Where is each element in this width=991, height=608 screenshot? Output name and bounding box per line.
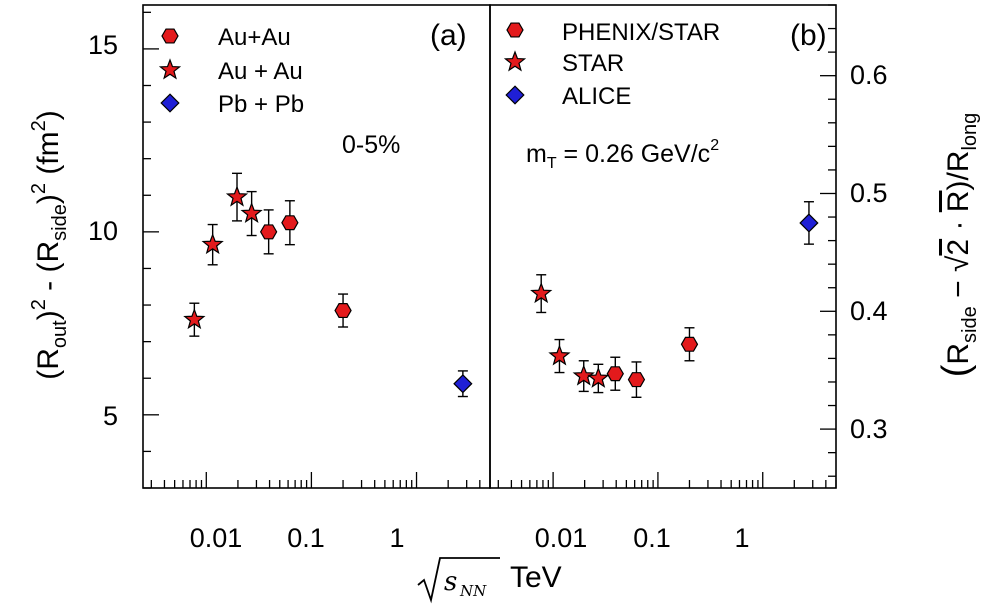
mt-m: m [526, 140, 547, 168]
x-title-s: s [444, 567, 457, 597]
marker-star [183, 307, 206, 330]
panel-b-frame [489, 4, 837, 489]
y-tick-label-5: 5 [103, 401, 118, 431]
panel-b-points [530, 201, 819, 398]
data-point-hexagon [606, 356, 624, 391]
mt-sub: T [547, 155, 557, 172]
y2-tick-label-0.6: 0.6 [850, 60, 888, 90]
marker-hexagon [680, 336, 699, 352]
marker-star [201, 232, 224, 255]
legend-b-label-1: PHENIX/STAR [562, 19, 720, 46]
x-tick-label-a-1: 1 [389, 523, 404, 553]
marker-hexagon [606, 366, 624, 382]
marker-hexagon [281, 215, 299, 231]
x-axis-title: s NN TeV [417, 557, 562, 604]
y2-tick-label-0.5: 0.5 [850, 178, 888, 208]
x-title-nn: NN [459, 582, 487, 600]
mt-sup: 2 [710, 137, 719, 154]
marker-hexagon [627, 372, 646, 388]
legend-marker-hexagon [506, 22, 524, 38]
mt-label: mT = 0.26 GeV/c2 [526, 137, 719, 172]
panel-a-label: (a) [430, 19, 467, 52]
y-tick-label-15: 15 [88, 30, 118, 60]
marker-star [548, 344, 571, 366]
data-point-star [183, 302, 206, 337]
x-tick-label-b-0.1: 0.1 [633, 523, 671, 553]
panel-b-label: (b) [790, 19, 827, 52]
data-point-diamond [453, 370, 473, 398]
x-tick-label-b-0.01: 0.01 [535, 523, 588, 553]
legend-a-label-1: Au+Au [218, 24, 291, 51]
data-point-hexagon [259, 209, 278, 255]
data-point-hexagon [680, 327, 699, 362]
legend-marker-diamond [505, 85, 525, 105]
data-point-star [225, 172, 249, 222]
data-point-hexagon [281, 200, 299, 246]
marker-star [572, 364, 595, 386]
data-point-hexagon [627, 361, 646, 398]
legend-marker-star [503, 50, 527, 72]
marker-hexagon [334, 303, 352, 319]
data-point-diamond [799, 201, 819, 245]
legend-marker-hexagon [161, 28, 179, 44]
legend-marker-diamond [160, 93, 180, 113]
marker-diamond [453, 374, 473, 394]
mt-rest: = 0.26 GeV/c [557, 140, 711, 168]
centrality-label: 0-5% [342, 131, 400, 159]
legend-marker-star [158, 58, 182, 80]
right-y-axis-title: (Rside − √2 · R)/Rlong [935, 113, 981, 378]
data-point-star [201, 223, 224, 266]
legend-a-label-2: Au + Au [218, 58, 303, 85]
data-point-star [548, 338, 571, 374]
sqrt-sign [417, 557, 500, 604]
panel-b-ticks [497, 4, 837, 488]
y2-tick-label-0.4: 0.4 [850, 296, 888, 326]
data-point-hexagon [334, 293, 352, 328]
data-point-star [240, 190, 263, 237]
marker-star [530, 281, 553, 304]
legend-b-label-2: STAR [562, 50, 624, 77]
marker-star [587, 366, 610, 388]
y-tick-label-10: 10 [88, 216, 118, 246]
y2-tick-label-0.3: 0.3 [850, 414, 888, 444]
panel-a-ticks [143, 11, 491, 489]
left-y-axis-title: (Rout)2 - (Rside)2 (fm2) [28, 110, 71, 380]
data-point-star [587, 363, 610, 394]
data-point-star [572, 360, 595, 393]
legend-b-label-3: ALICE [562, 83, 631, 110]
legend-a-label-3: Pb + Pb [218, 91, 304, 118]
x-tick-label-a-0.01: 0.01 [190, 523, 243, 553]
legend-a [158, 28, 182, 113]
x-tick-label-a-0.1: 0.1 [287, 523, 325, 553]
data-point-star [530, 274, 553, 314]
marker-star [240, 201, 263, 224]
panel-a-frame [142, 4, 491, 489]
marker-star [225, 185, 249, 207]
marker-diamond [799, 213, 819, 233]
x-title-unit: TeV [510, 561, 562, 594]
panel-a-points [183, 172, 473, 398]
legend-b [503, 22, 527, 105]
marker-hexagon [259, 224, 278, 240]
x-tick-label-b-1: 1 [734, 523, 749, 553]
